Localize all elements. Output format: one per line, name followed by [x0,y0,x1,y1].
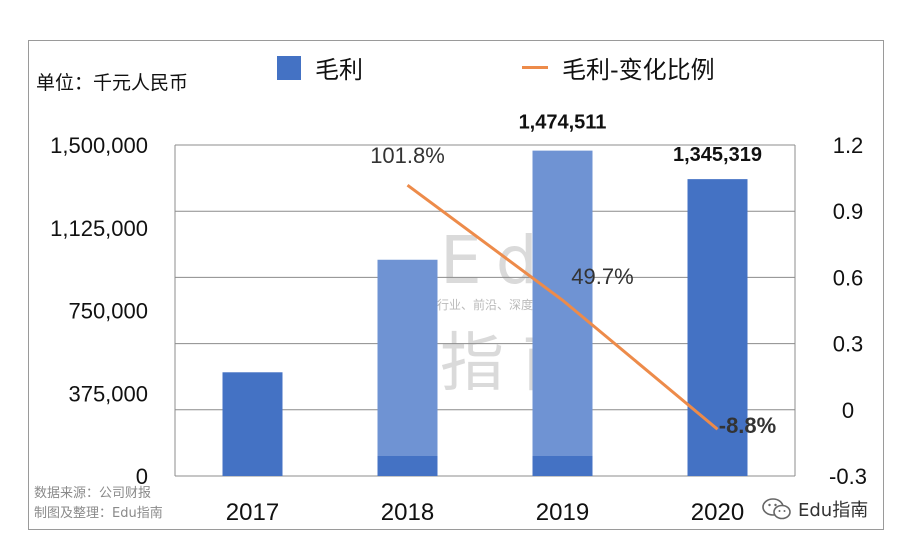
bar [532,150,593,476]
x-tick-label: 2017 [226,499,279,526]
y-tick-label: 750,000 [68,299,148,324]
x-tick-label: 2019 [536,499,589,526]
legend-item-gross-profit: 毛利 [277,50,363,85]
bar-value-label: 1,474,511 [519,112,607,134]
bar-base-segment [377,456,438,476]
y-tick-label: 375,000 [68,381,148,406]
chart-frame [28,40,884,530]
legend-line-swatch [522,66,548,69]
y2-tick-label: 0.3 [833,332,864,357]
unit-label: 单位：千元人民币 [36,72,189,94]
bar [377,259,438,476]
bar [222,372,283,476]
y2-tick-label: 1.2 [833,133,864,158]
y2-tick-label: 0.9 [833,199,864,224]
legend-bar-swatch [277,55,301,80]
y-tick-label: 0 [136,464,148,489]
y2-tick-label: 0.6 [833,265,864,290]
wechat-icon [762,498,791,520]
line-value-label: 101.8% [370,143,445,168]
y2-tick-label: 0 [842,398,854,423]
source-line: 数据来源：公司财报 [34,486,152,501]
legend-label: 毛利 [315,56,363,84]
bar-value-label: 1,345,319 [673,144,762,166]
y-tick-label: 1,500,000 [50,133,148,158]
x-tick-label: 2018 [381,499,434,526]
y-tick-label: 1,125,000 [50,216,148,241]
x-tick-label: 2020 [691,499,744,526]
credit-line: 制图及整理：Edu指南 [34,506,163,521]
legend-item-change-ratio: 毛利-变化比例 [522,50,715,85]
wechat-brand: Edu指南 [762,496,868,522]
y2-tick-label: -0.3 [829,464,867,489]
bar-base-segment [532,456,593,476]
legend-label: 毛利-变化比例 [562,56,715,84]
brand-name: Edu指南 [798,500,869,521]
watermark-tagline: 教育行业、前沿、深度、独家 [413,298,570,312]
line-value-label: -8.8% [719,413,776,438]
bar [687,179,748,476]
line-value-label: 49.7% [571,264,633,289]
